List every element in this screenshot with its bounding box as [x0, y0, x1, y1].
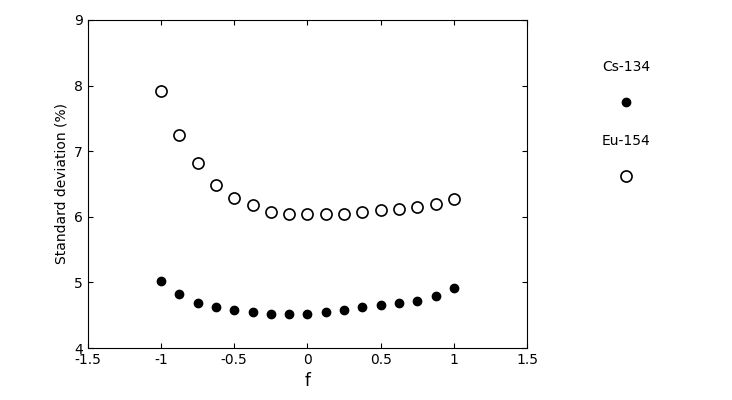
- Text: Cs-134: Cs-134: [602, 60, 650, 74]
- Text: Eu-154: Eu-154: [602, 134, 650, 148]
- X-axis label: f: f: [305, 372, 310, 390]
- Y-axis label: Standard deviation (%): Standard deviation (%): [55, 104, 69, 264]
